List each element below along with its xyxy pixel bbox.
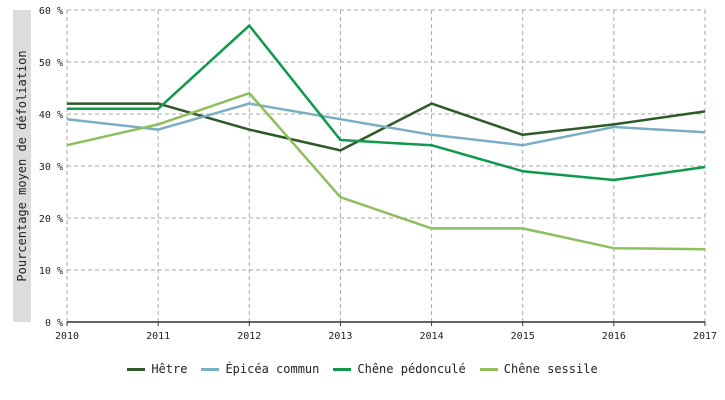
legend-label: Hêtre xyxy=(151,362,188,376)
legend-item: Chêne sessile xyxy=(479,362,598,376)
y-axis-label-band xyxy=(13,10,31,322)
legend-item: Chêne pédonculé xyxy=(333,362,466,376)
y-tick-label: 30 % xyxy=(39,162,63,173)
legend-label: Chêne sessile xyxy=(503,362,598,376)
x-tick-label: 2016 xyxy=(602,331,626,342)
y-tick-label: 0 % xyxy=(45,318,63,329)
x-tick-label: 2010 xyxy=(55,331,79,342)
y-tick-label: 40 % xyxy=(39,110,63,121)
x-tick-label: 2012 xyxy=(237,331,261,342)
x-tick-label: 2013 xyxy=(328,331,352,342)
x-tick-label: 2011 xyxy=(146,331,170,342)
y-tick-label: 20 % xyxy=(39,214,63,225)
y-tick-label: 60 % xyxy=(39,6,63,17)
series-line-epicea-commun xyxy=(66,102,706,147)
x-tick-label: 2017 xyxy=(693,331,717,342)
series-line-chene-sessile xyxy=(66,91,706,251)
y-tick-label: 50 % xyxy=(39,58,63,69)
legend-swatch xyxy=(479,367,498,371)
series-line-chene-pedoncule xyxy=(67,24,706,182)
legend: Hêtre Épicéa commun Chêne pédonculé Chêne s… xyxy=(0,362,725,376)
legend-swatch xyxy=(127,367,146,371)
legend-swatch xyxy=(201,367,220,371)
legend-swatch xyxy=(333,367,352,371)
x-tick-label: 2015 xyxy=(511,331,535,342)
legend-label: Épicéa commun xyxy=(225,362,320,376)
legend-item: Épicéa commun xyxy=(201,362,319,376)
x-tick-label: 2014 xyxy=(420,331,444,342)
legend-item: Hêtre xyxy=(127,362,187,376)
y-tick-label: 10 % xyxy=(39,266,63,277)
legend-label: Chêne pédonculé xyxy=(357,362,466,376)
